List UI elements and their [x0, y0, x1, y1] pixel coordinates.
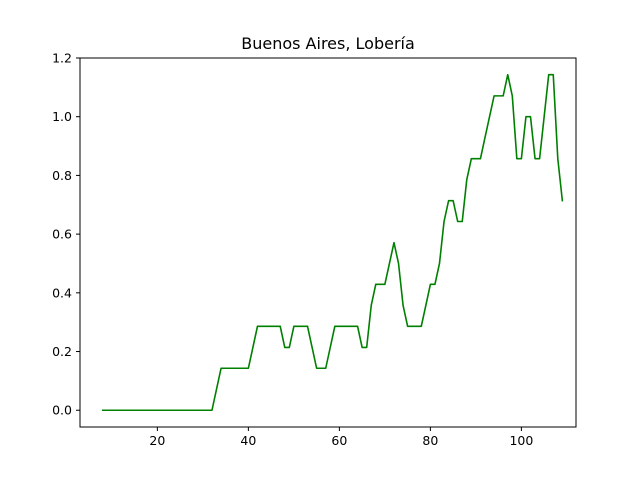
y-tick-label: 1.2 — [52, 51, 72, 66]
series-line — [101, 73, 564, 412]
plot-series — [101, 73, 564, 412]
x-tick-label: 60 — [331, 433, 347, 448]
y-tick-label: 0.2 — [52, 344, 72, 359]
x-tick-label: 80 — [422, 433, 438, 448]
x-tick-label: 40 — [240, 433, 256, 448]
plot-frame — [79, 57, 577, 428]
y-axis: 0.0 0.2 0.4 0.6 0.8 1.0 1.2 — [52, 51, 80, 418]
x-tick-label: 100 — [509, 433, 533, 448]
y-tick-label: 0.4 — [52, 285, 72, 300]
y-tick-label: 1.0 — [52, 109, 72, 124]
x-axis: 20 40 60 80 100 — [149, 427, 533, 448]
chart-title: Buenos Aires, Lobería — [241, 34, 415, 53]
x-tick-label: 20 — [149, 433, 165, 448]
y-tick-label: 0.6 — [52, 227, 72, 242]
y-tick-label: 0.8 — [52, 168, 72, 183]
y-tick-label: 0.0 — [52, 403, 72, 418]
